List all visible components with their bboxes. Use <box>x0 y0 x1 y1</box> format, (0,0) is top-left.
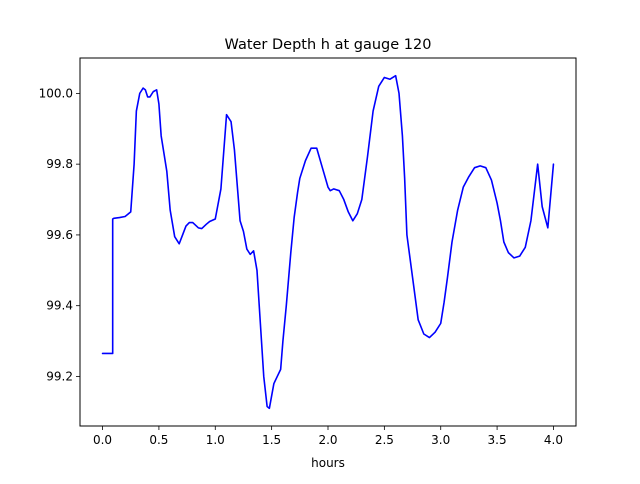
chart-title: Water Depth h at gauge 120 <box>225 37 432 53</box>
x-axis-ticks: 0.0 0.5 1.0 1.5 2.0 2.5 3.0 3.5 4.0 <box>93 426 563 447</box>
x-tick-label: 1.5 <box>262 433 281 447</box>
y-tick-label: 99.8 <box>46 157 73 171</box>
y-tick-label: 99.2 <box>46 369 73 383</box>
axes-frame <box>79 57 577 427</box>
x-axis-label: hours <box>311 456 345 470</box>
x-tick-label: 0.5 <box>149 433 168 447</box>
x-tick-label: 0.0 <box>93 433 112 447</box>
x-tick-label: 2.5 <box>375 433 394 447</box>
y-tick-label: 100.0 <box>39 86 73 100</box>
x-tick-label: 3.0 <box>431 433 450 447</box>
x-tick-label: 2.0 <box>318 433 337 447</box>
y-axis-ticks: 99.2 99.4 99.6 99.8 100.0 <box>39 86 80 383</box>
x-tick-label: 4.0 <box>544 433 563 447</box>
x-tick-label: 1.0 <box>206 433 225 447</box>
plot-area <box>101 74 555 410</box>
x-tick-label: 3.5 <box>488 433 507 447</box>
series-line-0 <box>101 74 555 410</box>
y-tick-label: 99.4 <box>46 299 73 313</box>
y-tick-label: 99.6 <box>46 228 73 242</box>
